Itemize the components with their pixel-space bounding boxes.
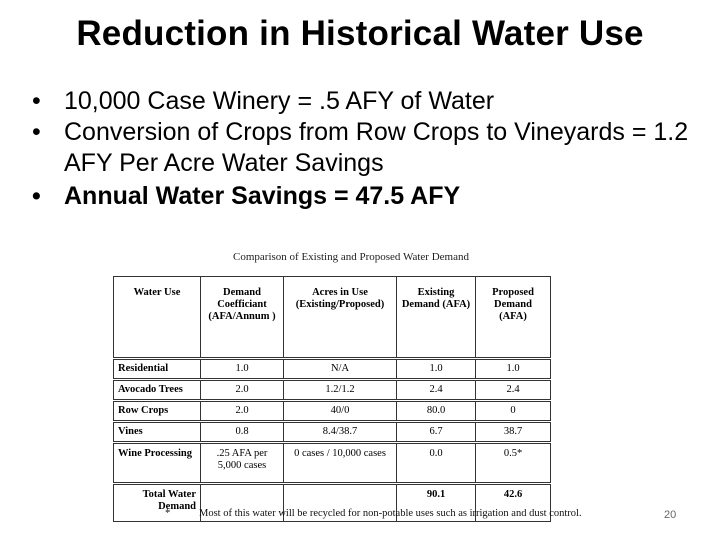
bullet-symbol: • [32, 118, 41, 146]
page-number: 20 [664, 509, 677, 521]
bullet-symbol: • [32, 87, 41, 115]
table-cell: 0 [475, 400, 551, 423]
footnote-text: Most of this water will be recycled for … [199, 508, 582, 519]
table-cell [200, 483, 284, 522]
table-cell: Wine Processing [113, 442, 201, 485]
water-demand-table: Water Use Demand Coefficiant (AFA/Annum … [113, 276, 551, 522]
bullet-list: • 10,000 Case Winery = .5 AFY of Water •… [32, 86, 702, 212]
table-footnote: * Most of this water will be recycled for… [165, 508, 595, 520]
table-cell: 6.7 [396, 421, 476, 444]
slide-title: Reduction in Historical Water Use [76, 14, 644, 53]
table-total-row: Total Water Demand 90.1 42.6 [113, 483, 551, 522]
table-cell: 2.4 [396, 379, 476, 402]
table-cell: 40/0 [283, 400, 397, 423]
table-row: Vines 0.8 8.4/38.7 6.7 38.7 [113, 421, 551, 444]
bullet-text: Annual Water Savings = 47.5 AFY [64, 182, 461, 210]
table-cell [283, 483, 397, 522]
table-cell: 0.0 [396, 442, 476, 485]
table-cell: 42.6 [475, 483, 551, 522]
table-cell: 1.0 [396, 358, 476, 381]
table-cell: 1.0 [200, 358, 284, 381]
table-cell: Residential [113, 358, 201, 381]
footnote-marker: * [165, 508, 171, 519]
bullet-item: • 10,000 Case Winery = .5 AFY of Water [32, 86, 702, 117]
table-row: Row Crops 2.0 40/0 80.0 0 [113, 400, 551, 423]
table-cell: Vines [113, 421, 201, 444]
column-header: Acres in Use (Existing/Proposed) [283, 276, 397, 360]
bullet-text: 10,000 Case Winery = .5 AFY of Water [64, 87, 495, 115]
table-row: Avocado Trees 2.0 1.2/1.2 2.4 2.4 [113, 379, 551, 402]
table-cell: 8.4/38.7 [283, 421, 397, 444]
column-header: Proposed Demand (AFA) [475, 276, 551, 360]
table-row: Wine Processing .25 AFA per 5,000 cases … [113, 442, 551, 485]
table-cell: 1.0 [475, 358, 551, 381]
table-cell: 38.7 [475, 421, 551, 444]
column-header: Water Use [113, 276, 201, 360]
table-cell: Total Water Demand [113, 483, 201, 522]
table-cell: 0.5* [475, 442, 551, 485]
bullet-text: Conversion of Crops from Row Crops to Vi… [64, 118, 689, 177]
bullet-item: • Annual Water Savings = 47.5 AFY [32, 181, 702, 212]
table-cell: .25 AFA per 5,000 cases [200, 442, 284, 485]
bullet-item: • Conversion of Crops from Row Crops to … [32, 117, 702, 179]
table-header-row: Water Use Demand Coefficiant (AFA/Annum … [113, 276, 551, 360]
table-caption: Comparison of Existing and Proposed Wate… [233, 251, 469, 263]
table-cell: Row Crops [113, 400, 201, 423]
bullet-symbol: • [32, 182, 41, 210]
table-cell: 2.0 [200, 400, 284, 423]
column-header: Existing Demand (AFA) [396, 276, 476, 360]
table-cell: Avocado Trees [113, 379, 201, 402]
table-cell: 0 cases / 10,000 cases [283, 442, 397, 485]
column-header: Demand Coefficiant (AFA/Annum ) [200, 276, 284, 360]
table-cell: 0.8 [200, 421, 284, 444]
table-row: Residential 1.0 N/A 1.0 1.0 [113, 358, 551, 381]
table-cell: 1.2/1.2 [283, 379, 397, 402]
table-cell: 2.4 [475, 379, 551, 402]
table-cell: 80.0 [396, 400, 476, 423]
table-cell: 2.0 [200, 379, 284, 402]
table-cell: N/A [283, 358, 397, 381]
